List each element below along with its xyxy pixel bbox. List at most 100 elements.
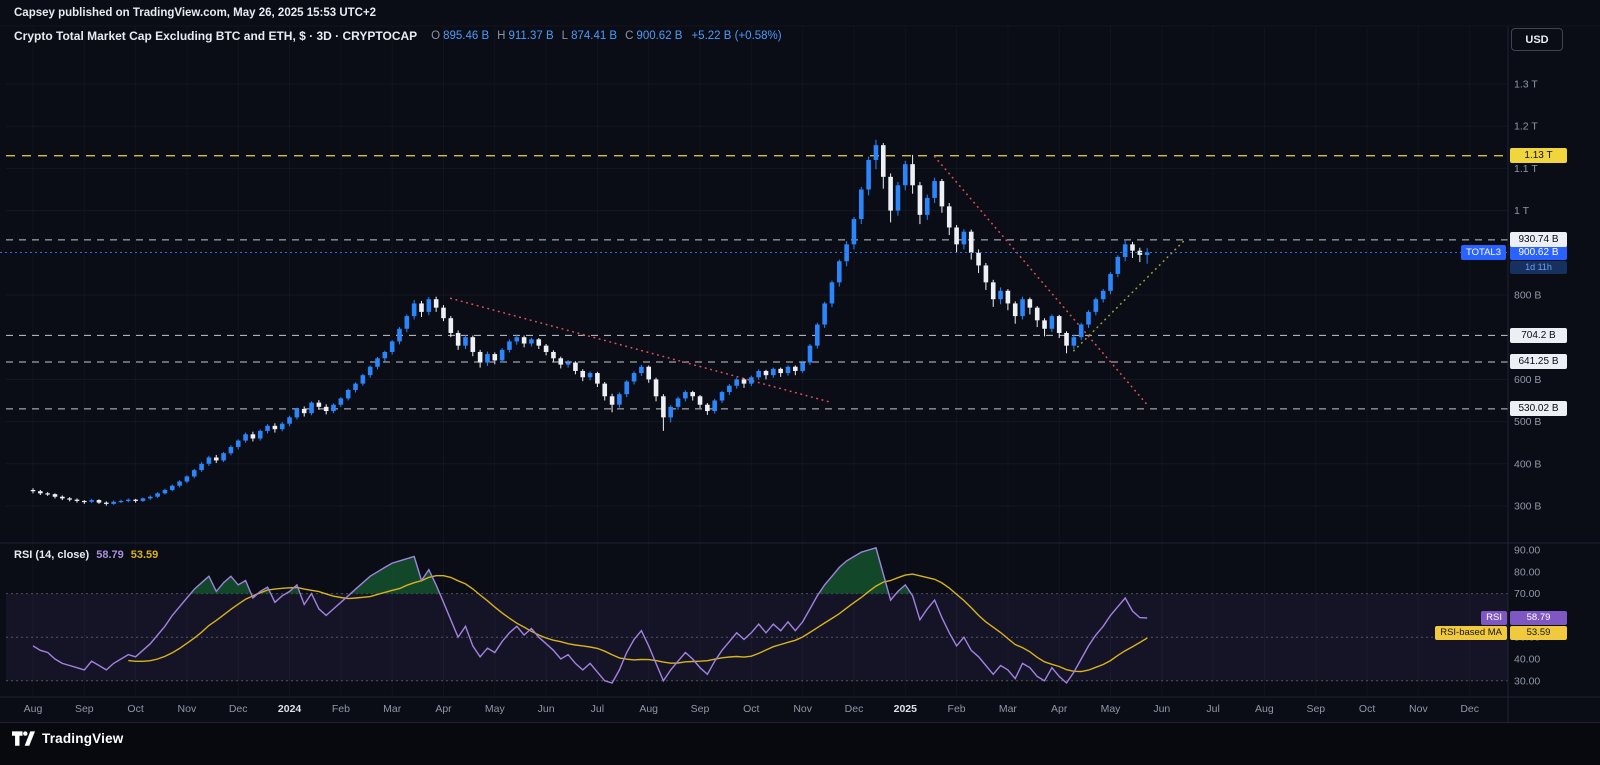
svg-text:600 B: 600 B	[1514, 374, 1541, 386]
candle	[426, 299, 432, 312]
svg-text:80.00: 80.00	[1514, 566, 1540, 578]
candle	[946, 206, 952, 228]
candle	[675, 398, 681, 407]
candle	[162, 489, 168, 494]
candle	[624, 381, 630, 395]
currency-usd-button[interactable]: USD	[1511, 28, 1563, 51]
svg-text:1 T: 1 T	[1514, 205, 1530, 217]
chart-header: Crypto Total Market Cap Excluding BTC an…	[14, 29, 782, 43]
candle	[939, 181, 945, 207]
candle	[74, 499, 80, 501]
candle	[815, 324, 820, 346]
tradingview-logo-text[interactable]: TradingView	[42, 731, 124, 746]
time-axis-labels[interactable]: Aug Sep Oct Nov Dec 2024 Feb Mar Apr May Jun Jul Aug…	[24, 703, 1479, 715]
candle	[1071, 337, 1077, 346]
rsi-axis-badge: RSI 58.79	[1481, 611, 1567, 626]
current-price-value: 900.62 B	[1510, 245, 1567, 261]
candle	[705, 404, 710, 412]
trendline[interactable]	[933, 155, 1148, 406]
price-level-axis-label: 1.13 T	[1510, 148, 1567, 164]
candle	[338, 398, 344, 405]
candle	[888, 176, 893, 211]
gridlines	[6, 83, 1508, 507]
candle	[294, 408, 300, 418]
candle	[609, 396, 615, 405]
price-level-lines[interactable]	[6, 155, 1508, 410]
price-axis-ticks[interactable]: 1.3 T 1.2 T 1.1 T 1 T 800 B 600 B 500 B 400 B 30…	[1514, 79, 1541, 688]
candle	[477, 351, 483, 363]
candle	[52, 494, 58, 497]
svg-text:Dec: Dec	[1460, 703, 1479, 715]
candle	[1108, 273, 1113, 291]
candle	[184, 476, 190, 482]
candle	[1020, 299, 1025, 317]
candle	[96, 500, 102, 503]
candle	[793, 366, 798, 371]
open-value: 895.46 B	[443, 30, 490, 42]
svg-text:2025: 2025	[894, 703, 918, 715]
trendline[interactable]	[450, 297, 833, 404]
candle	[565, 362, 571, 365]
candle	[851, 219, 857, 245]
price-level-axis-label: 930.74 B	[1510, 232, 1567, 248]
candle	[514, 337, 520, 342]
svg-text:Feb: Feb	[948, 703, 966, 715]
candle	[433, 299, 439, 308]
rsi-ma-current-value: 53.59	[130, 549, 159, 561]
svg-text:30.00: 30.00	[1514, 675, 1540, 687]
candle	[734, 379, 739, 386]
candle	[213, 457, 219, 461]
svg-text:Nov: Nov	[1409, 703, 1428, 715]
candle	[858, 189, 864, 220]
svg-text:500 B: 500 B	[1514, 416, 1541, 428]
candle	[1137, 250, 1143, 255]
svg-text:90.00: 90.00	[1514, 545, 1540, 557]
trendline[interactable]	[1073, 240, 1185, 352]
candle	[653, 379, 659, 397]
candle	[177, 481, 182, 486]
rsi-ma-badge-name: RSI-based MA	[1435, 626, 1507, 641]
candle	[235, 440, 241, 447]
candle	[353, 383, 358, 390]
candle	[895, 185, 901, 211]
tradingview-logo-icon[interactable]	[12, 731, 35, 746]
svg-text:Oct: Oct	[1359, 703, 1375, 715]
candle	[316, 402, 322, 407]
candle	[448, 318, 454, 333]
candle	[375, 358, 380, 367]
svg-text:May: May	[485, 703, 506, 715]
candle	[1056, 316, 1062, 333]
svg-text:Mar: Mar	[999, 703, 1018, 715]
candle	[345, 389, 351, 399]
rsi-overbought-fill	[190, 547, 912, 594]
close-value: 900.62 B	[636, 30, 683, 42]
candle	[910, 164, 915, 186]
candle	[419, 303, 424, 312]
candle	[1042, 320, 1047, 329]
candle	[771, 368, 776, 376]
svg-text:Aug: Aug	[24, 703, 43, 715]
candle	[104, 502, 109, 504]
candle	[221, 453, 226, 461]
candle	[309, 402, 314, 414]
candle	[587, 373, 593, 378]
candle	[470, 337, 476, 352]
rsi-title[interactable]: RSI (14, close)	[14, 549, 90, 561]
candle	[617, 394, 622, 405]
svg-text:Dec: Dec	[229, 703, 248, 715]
rsi-ma-axis-badge: RSI-based MA 53.59	[1435, 626, 1567, 641]
svg-text:Oct: Oct	[127, 703, 143, 715]
candle	[331, 404, 336, 412]
svg-text:1.3 T: 1.3 T	[1514, 79, 1538, 91]
rsi-current-value: 58.79	[96, 549, 124, 561]
candle	[712, 400, 717, 412]
candlestick-series[interactable]	[30, 139, 1150, 506]
candle	[38, 491, 43, 494]
symbol-title[interactable]: Crypto Total Market Cap Excluding BTC an…	[14, 29, 418, 43]
candle	[133, 499, 138, 501]
change-value: +5.22 B (+0.58%)	[691, 30, 782, 42]
candle	[690, 392, 695, 397]
high-value: 911.37 B	[508, 30, 554, 42]
